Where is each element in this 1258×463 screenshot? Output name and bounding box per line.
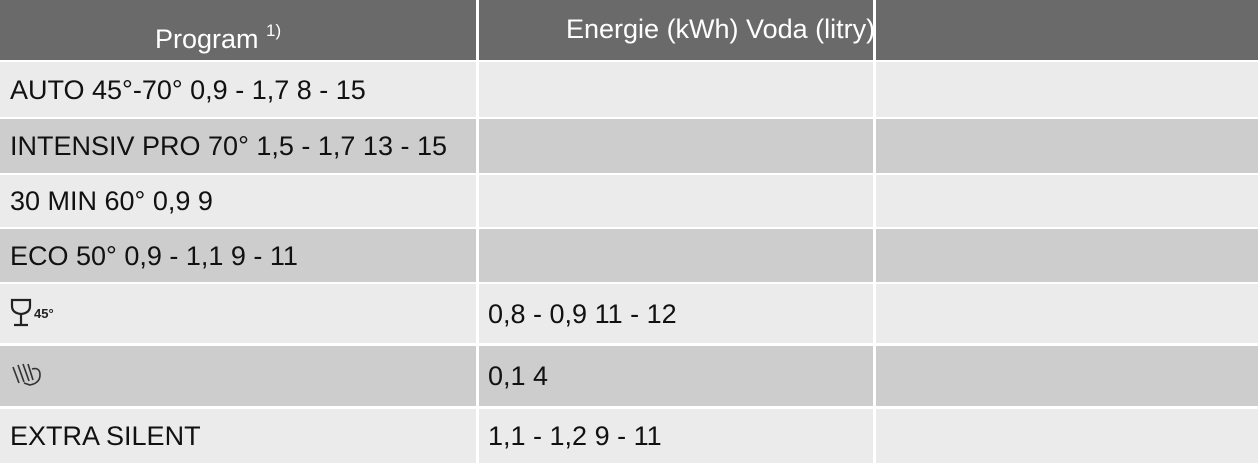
table-cell bbox=[876, 409, 1258, 463]
table-cell bbox=[0, 119, 476, 173]
energy-water-values: 0,8 - 0,9 11 - 12 bbox=[488, 298, 677, 329]
header-cell bbox=[0, 0, 476, 60]
table-cell bbox=[479, 175, 873, 227]
table-cell bbox=[0, 409, 476, 463]
icon-label: 45° bbox=[34, 306, 54, 321]
table-cell bbox=[876, 175, 1258, 227]
energy-water-values: 0,1 4 bbox=[488, 361, 549, 391]
program-name: ECO 50° 0,9 - 1,1 9 - 11 bbox=[10, 240, 298, 271]
table-cell bbox=[479, 119, 873, 173]
header-cell bbox=[479, 0, 873, 60]
header-program-text: Program bbox=[155, 24, 259, 54]
table-cell bbox=[0, 284, 476, 343]
program-name: 30 MIN 60° 0,9 9 bbox=[10, 186, 213, 216]
header-energy-water: Energie (kWh) Voda (litry) bbox=[566, 14, 876, 44]
table-cell bbox=[479, 229, 873, 282]
table-cell bbox=[479, 284, 873, 343]
table-cell bbox=[0, 346, 476, 406]
footnote-mark: 1) bbox=[266, 21, 282, 40]
table-cell bbox=[876, 119, 1258, 173]
program-name: AUTO 45°-70° 0,9 - 1,7 8 - 15 bbox=[10, 74, 366, 105]
spray-icon bbox=[12, 363, 41, 386]
header-cell bbox=[876, 0, 1258, 60]
glass-icon: 45° bbox=[10, 298, 54, 327]
table-cell bbox=[0, 62, 476, 117]
energy-water-values: 1,1 - 1,2 9 - 11 bbox=[488, 421, 662, 451]
table-cell bbox=[479, 409, 873, 463]
header-program: Program 1) bbox=[155, 22, 281, 53]
program-name: INTENSIV PRO 70° 1,5 - 1,7 13 - 15 bbox=[10, 131, 447, 161]
program-name: EXTRA SILENT bbox=[10, 421, 201, 451]
table-cell bbox=[0, 175, 476, 227]
table-cell bbox=[876, 284, 1258, 343]
table-cell bbox=[876, 229, 1258, 282]
table-cell bbox=[0, 229, 476, 282]
table-cell bbox=[479, 346, 873, 406]
table-cell bbox=[876, 62, 1258, 117]
table-cell bbox=[479, 62, 873, 117]
table-cell bbox=[876, 346, 1258, 406]
